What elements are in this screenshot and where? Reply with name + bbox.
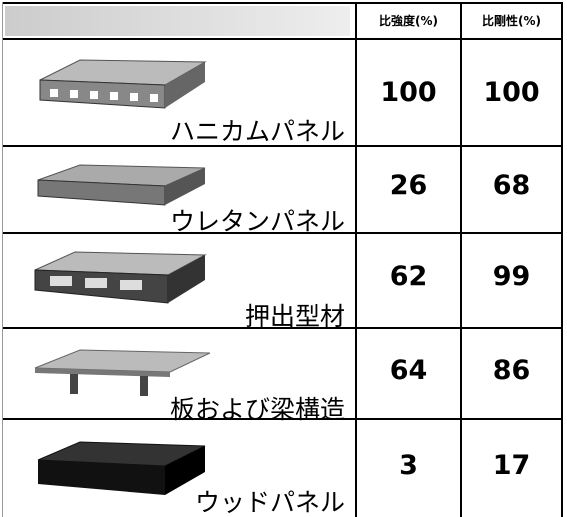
panel-front bbox=[39, 79, 166, 109]
panel-side bbox=[165, 62, 205, 108]
row-label: ウレタンパネル bbox=[169, 207, 345, 236]
honeycomb-holes bbox=[50, 89, 158, 102]
cell: 86 bbox=[492, 355, 531, 386]
border bbox=[2, 2, 3, 517]
row-line bbox=[2, 232, 563, 234]
cell: 62 bbox=[389, 261, 428, 292]
cell: 3 bbox=[399, 450, 418, 481]
cell: 26 bbox=[389, 170, 428, 201]
panel-top bbox=[34, 349, 211, 373]
row-label: ウッドパネル bbox=[194, 488, 345, 517]
panel-front bbox=[35, 368, 170, 377]
cell: 68 bbox=[492, 170, 531, 201]
col-line bbox=[355, 2, 357, 517]
border bbox=[2, 2, 563, 4]
row-label: ハニカムパネル bbox=[169, 117, 345, 146]
border bbox=[561, 2, 563, 517]
panel-front bbox=[38, 460, 165, 495]
column-header: 比強度(%) bbox=[379, 14, 438, 28]
extrusion-holes bbox=[50, 276, 142, 290]
beam bbox=[70, 374, 78, 394]
row-line bbox=[2, 327, 563, 329]
row-label: 板および梁構造 bbox=[169, 395, 345, 424]
beam bbox=[140, 376, 148, 396]
header-blank bbox=[5, 6, 350, 36]
row-line bbox=[2, 145, 563, 147]
row-line bbox=[2, 418, 563, 420]
col-line bbox=[460, 2, 462, 517]
row-line bbox=[2, 38, 563, 40]
panel-side bbox=[165, 168, 205, 205]
panel-side bbox=[165, 446, 205, 495]
cell: 64 bbox=[389, 355, 428, 386]
cell: 99 bbox=[492, 261, 531, 292]
cell: 17 bbox=[492, 450, 531, 481]
cell: 100 bbox=[483, 77, 540, 108]
cell: 100 bbox=[380, 77, 437, 108]
panel-side bbox=[168, 255, 205, 303]
column-header: 比剛性(%) bbox=[482, 14, 541, 28]
row-label: 押出型材 bbox=[244, 302, 345, 331]
